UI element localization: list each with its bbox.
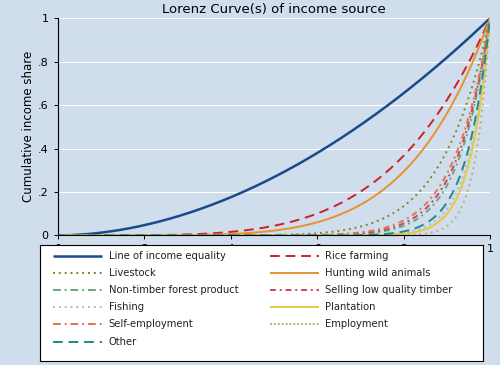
Text: Employment: Employment	[326, 319, 388, 330]
Text: Plantation: Plantation	[326, 302, 376, 312]
Title: Lorenz Curve(s) of income source: Lorenz Curve(s) of income source	[162, 3, 386, 16]
Text: Fishing: Fishing	[108, 302, 144, 312]
Text: Rice farming: Rice farming	[326, 251, 389, 261]
X-axis label: Cumulative population share: Cumulative population share	[188, 257, 360, 270]
Text: Hunting wild animals: Hunting wild animals	[326, 268, 431, 278]
Text: Other: Other	[108, 337, 137, 347]
Text: Non-timber forest product: Non-timber forest product	[108, 285, 238, 295]
Text: Self-employment: Self-employment	[108, 319, 194, 330]
Text: Selling low quality timber: Selling low quality timber	[326, 285, 453, 295]
Text: Line of income equality: Line of income equality	[108, 251, 226, 261]
Y-axis label: Cumulative income share: Cumulative income share	[22, 51, 35, 203]
Text: Livestock: Livestock	[108, 268, 156, 278]
